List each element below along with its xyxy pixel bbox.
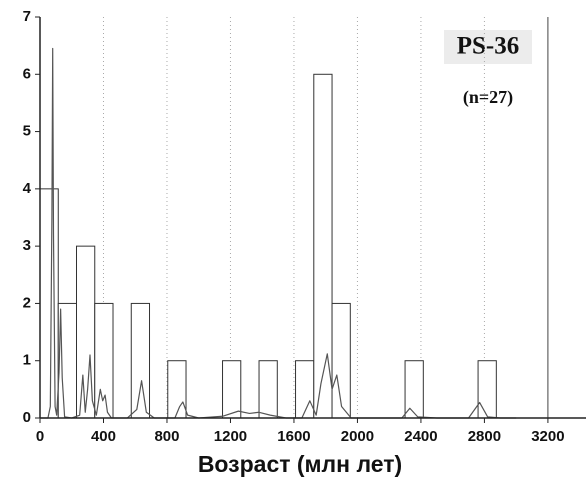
- bar: [39, 188, 59, 419]
- annotation-box: [444, 30, 532, 64]
- bar: [258, 360, 278, 419]
- sample-label: PS-36: [457, 33, 520, 60]
- x-tick-label: 400: [91, 428, 116, 445]
- y-tick-label: 7: [23, 8, 31, 25]
- y-tick-label: 5: [23, 123, 31, 140]
- bar: [94, 302, 114, 419]
- y-tick-label: 4: [23, 180, 32, 197]
- x-tick-label: 1200: [214, 428, 247, 445]
- x-tick-label: 800: [154, 428, 179, 445]
- bar: [167, 360, 187, 419]
- x-tick-label: 0: [36, 428, 44, 445]
- bar: [477, 360, 497, 419]
- bar: [404, 360, 424, 419]
- x-axis-label: Возраст (млн лет): [198, 451, 402, 477]
- y-tick-label: 6: [23, 65, 31, 82]
- x-tick-label: 1600: [277, 428, 310, 445]
- bar: [222, 360, 242, 419]
- y-tick-label: 2: [23, 294, 31, 311]
- y-tick-label: 1: [23, 352, 31, 369]
- bar: [295, 360, 315, 419]
- x-tick-label: 2400: [404, 428, 437, 445]
- bar: [130, 302, 151, 419]
- y-tick-label: 3: [23, 237, 31, 254]
- sample-count: (n=27): [463, 87, 513, 108]
- x-tick-label: 2800: [468, 428, 501, 445]
- x-tick-label: 2000: [341, 428, 374, 445]
- x-tick-label: 3200: [531, 428, 564, 445]
- y-tick-label: 0: [23, 409, 31, 426]
